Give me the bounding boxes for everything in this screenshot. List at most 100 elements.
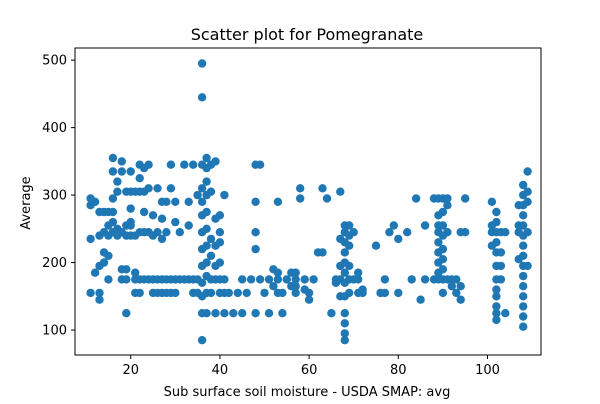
data-point	[492, 217, 501, 227]
data-point	[202, 207, 211, 217]
data-point	[99, 258, 109, 267]
data-point	[304, 295, 314, 304]
data-point	[354, 275, 363, 284]
data-point	[443, 194, 452, 203]
data-point	[197, 336, 207, 345]
data-point	[492, 285, 501, 294]
data-point	[380, 275, 390, 284]
data-point	[523, 197, 532, 206]
data-point	[519, 302, 528, 311]
data-point	[282, 275, 291, 284]
data-point	[447, 282, 456, 291]
data-point	[238, 275, 247, 284]
data-point	[461, 228, 470, 237]
data-point	[291, 275, 300, 284]
data-point	[322, 194, 332, 203]
data-point	[202, 258, 211, 267]
data-point	[519, 251, 528, 260]
data-point	[113, 177, 122, 186]
y-tick-label: 100	[42, 324, 67, 339]
data-point	[434, 238, 443, 247]
data-point	[108, 217, 118, 227]
data-point	[394, 234, 403, 244]
data-point	[215, 211, 225, 220]
data-point	[336, 187, 345, 196]
data-point	[443, 228, 452, 237]
data-point	[278, 309, 287, 318]
data-point	[438, 244, 448, 254]
data-point	[95, 288, 104, 298]
data-point	[246, 275, 256, 284]
data-point	[296, 194, 305, 203]
data-point	[452, 275, 461, 284]
data-point	[113, 187, 122, 196]
data-point	[108, 194, 118, 203]
x-tick-label: 20	[122, 363, 139, 378]
data-point	[260, 288, 269, 298]
data-point	[122, 275, 131, 284]
data-point	[345, 221, 354, 230]
data-point	[189, 160, 198, 169]
points-layer	[86, 59, 532, 345]
data-point	[139, 207, 149, 217]
y-tick-label: 200	[42, 256, 67, 271]
data-point	[144, 160, 153, 169]
data-point	[171, 288, 180, 298]
plot-frame	[74, 47, 542, 356]
y-tick-label: 300	[42, 189, 67, 204]
data-point	[117, 157, 127, 166]
data-point	[407, 275, 416, 284]
data-point	[519, 312, 528, 321]
data-point	[519, 271, 528, 281]
data-point	[90, 197, 100, 206]
data-point	[122, 309, 131, 318]
data-point	[492, 238, 501, 247]
data-point	[131, 268, 140, 277]
data-point	[135, 174, 144, 183]
data-point	[291, 282, 300, 291]
data-point	[452, 288, 461, 298]
data-point	[162, 197, 171, 206]
data-point	[273, 268, 283, 277]
x-tick-label: 40	[212, 363, 229, 378]
data-point	[456, 282, 465, 291]
data-point	[340, 268, 349, 277]
data-point	[108, 153, 118, 163]
data-point	[153, 228, 162, 237]
data-point	[273, 275, 283, 284]
data-point	[233, 288, 242, 298]
data-point	[206, 234, 216, 244]
y-axis-ticks: 100 200 300 400 500	[42, 54, 75, 339]
data-point	[496, 275, 506, 284]
x-tick-label: 80	[390, 363, 407, 378]
data-point	[296, 184, 305, 193]
data-point	[180, 160, 189, 169]
data-point	[519, 282, 528, 291]
data-point	[416, 295, 425, 304]
data-point	[184, 197, 193, 206]
data-point	[519, 211, 528, 220]
data-point	[371, 241, 381, 250]
data-point	[153, 184, 162, 193]
data-point	[251, 309, 260, 318]
data-point	[175, 228, 184, 237]
data-point	[519, 221, 528, 230]
data-point	[202, 177, 211, 186]
data-point	[242, 288, 251, 298]
data-point	[403, 228, 412, 237]
data-point	[300, 275, 309, 284]
data-point	[438, 255, 448, 264]
data-point	[117, 167, 127, 176]
data-point	[171, 217, 180, 227]
data-point	[202, 153, 211, 163]
data-point	[349, 228, 358, 237]
data-point	[345, 241, 354, 250]
data-point	[340, 336, 349, 345]
data-point	[86, 288, 95, 298]
data-point	[278, 288, 287, 298]
data-point	[224, 288, 233, 298]
data-point	[251, 197, 260, 206]
data-point	[206, 288, 216, 298]
data-point	[220, 309, 229, 318]
data-point	[238, 309, 247, 318]
